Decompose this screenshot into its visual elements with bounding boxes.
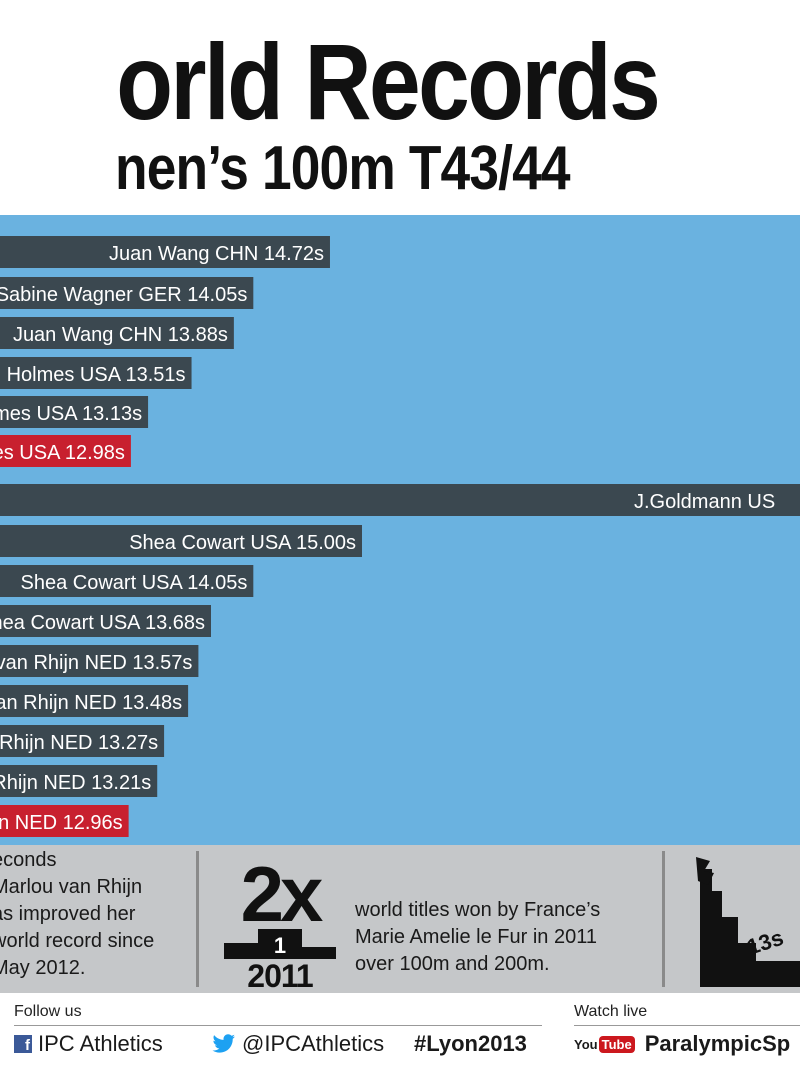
bar-label: Sabine Wagner GER 14.05s [0, 284, 247, 306]
facebook-text: IPC Athletics [38, 1031, 163, 1056]
stat-left-text: econds Marlou van Rhijn as improved her … [0, 847, 177, 982]
page-title: orld Records [116, 21, 661, 142]
bar [0, 725, 165, 757]
stairs-icon: 13s [696, 857, 800, 987]
bar-label: Marlou van Rhijn NED 13.57s [0, 652, 192, 674]
chart-area: Juan Wang CHN 14.72s Sabine Wagner GER 14… [0, 215, 800, 845]
follow-label: Follow us [14, 1003, 82, 1020]
twitter-link[interactable]: @IPCAthletics [212, 1031, 384, 1057]
bar [0, 565, 254, 597]
bar-label: Shea Cowart USA 15.00s [129, 532, 356, 554]
bar-label: Juan Wang CHN 14.72s [109, 243, 324, 265]
stats-panel: econds Marlou van Rhijn as improved her … [0, 845, 800, 993]
stat-mid-line: world titles won by France’s [355, 899, 601, 921]
twitter-icon [212, 1034, 235, 1053]
podium-icon: 2x 1 2011 [224, 850, 336, 991]
stat-left-line: world record since [0, 930, 155, 952]
bar-label: April Holmes USA 12.98s [0, 442, 125, 464]
bar [0, 525, 362, 557]
header: orld Records nen’s 100m T43/44 [0, 0, 800, 215]
divider [196, 851, 199, 987]
bar-label: April Holmes USA 13.51s [0, 364, 186, 386]
stat-mid-text: world titles won by France’s Marie Ameli… [355, 897, 600, 978]
stat-left-line: econds [0, 849, 57, 871]
youtube-link[interactable]: You Tube ParalympicSp [574, 1031, 790, 1057]
bar-label: Marlou van Rhijn NED 13.21s [0, 772, 151, 794]
podium-year-text: 2011 [247, 958, 313, 991]
bar [0, 605, 211, 637]
podium-big-text: 2x [241, 850, 323, 938]
bar-label: Shea Cowart USA 14.05s [21, 572, 248, 594]
stat-mid-line: Marie Amelie le Fur in 2011 [355, 926, 597, 948]
podium-rank-text: 1 [274, 933, 286, 958]
channel-name: ParalympicSp [644, 1031, 791, 1056]
records-bar-chart: Juan Wang CHN 14.72s Sabine Wagner GER 14… [0, 236, 800, 837]
stat-left-line: May 2012. [0, 957, 86, 979]
watch-label: Watch live [574, 1003, 648, 1020]
footer-rule [14, 1025, 542, 1026]
bar [0, 685, 189, 717]
bar [0, 645, 199, 677]
bar [0, 317, 234, 349]
bar [0, 236, 330, 268]
stat-left-line: as improved her [0, 903, 136, 925]
stat-mid-line: over 100m and 200m. [355, 953, 550, 975]
divider [662, 851, 665, 987]
facebook-link[interactable]: f IPC Athletics [14, 1031, 163, 1057]
bar-label: Marlou van Rhijn NED 13.48s [0, 692, 182, 714]
bar [0, 396, 149, 428]
bar [0, 357, 192, 389]
bar-label: Juan Wang CHN 13.88s [13, 324, 228, 346]
bar-label: April Holmes USA 13.13s [0, 403, 142, 425]
hashtag[interactable]: #Lyon2013 [414, 1031, 527, 1056]
facebook-icon: f [14, 1035, 32, 1053]
footer-rule [574, 1025, 800, 1026]
page-subtitle: nen’s 100m T43/44 [115, 134, 571, 203]
bar [0, 484, 800, 516]
bar-label: J.Goldmann US [634, 491, 775, 513]
stat-left-line: Marlou van Rhijn [0, 876, 143, 898]
bar-record-highlight [0, 805, 129, 837]
youtube-icon: You Tube [574, 1035, 635, 1053]
bar [0, 277, 254, 309]
bar-label: Shea Cowart USA 13.68s [0, 612, 205, 634]
bar [0, 765, 158, 797]
bar-label: Marlou van Rhijn NED 13.27s [0, 732, 158, 754]
footer: Follow us f IPC Athletics @IPCAthletics … [0, 993, 800, 1067]
bar-record-highlight [0, 435, 131, 467]
stairs-text: 13s [744, 925, 787, 960]
bar-label: u van Rhijn NED 12.96s [0, 812, 123, 834]
twitter-text: @IPCAthletics [242, 1031, 385, 1056]
